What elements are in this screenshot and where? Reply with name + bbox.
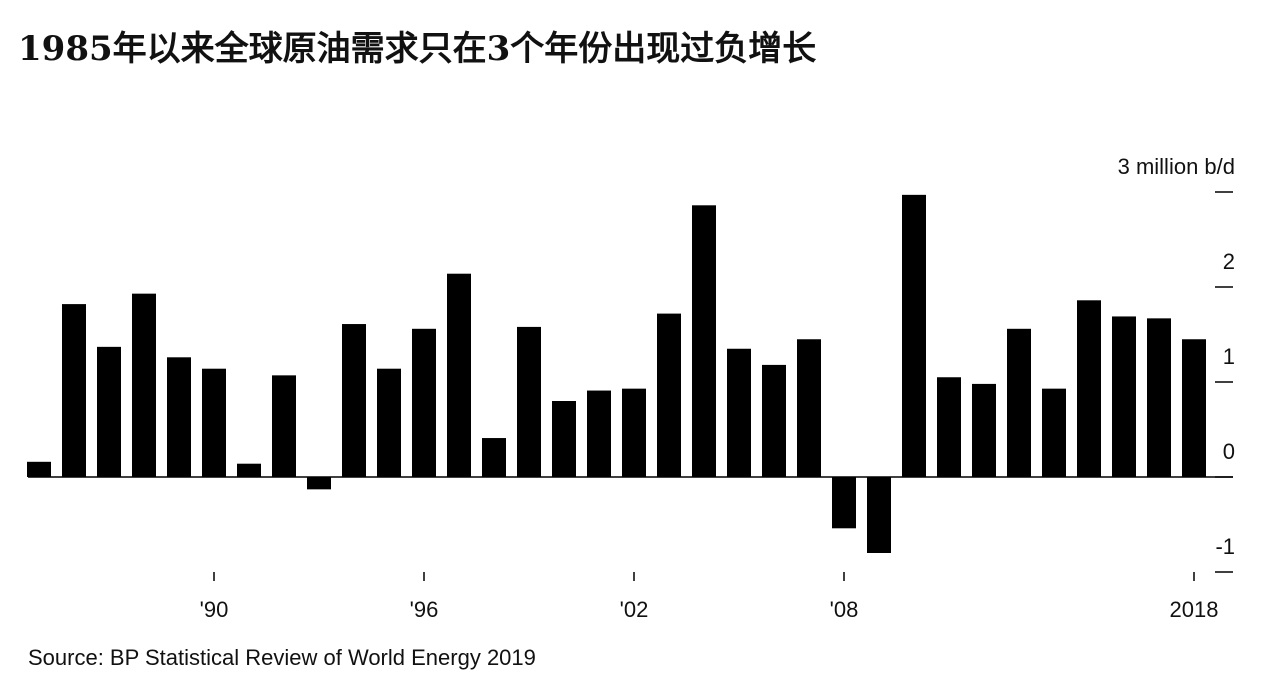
bar bbox=[587, 390, 611, 477]
bar bbox=[972, 383, 996, 477]
bar bbox=[342, 324, 366, 477]
bar bbox=[167, 357, 191, 477]
bar bbox=[447, 273, 471, 477]
bar bbox=[762, 364, 786, 477]
x-tick-label: 2018 bbox=[1170, 597, 1219, 622]
y-tick-label: -1 bbox=[1215, 534, 1235, 559]
bar bbox=[1077, 300, 1101, 477]
bar bbox=[622, 388, 646, 477]
x-tick-label: '90 bbox=[200, 597, 229, 622]
source: Source: BP Statistical Review of World E… bbox=[28, 645, 536, 670]
bar bbox=[27, 461, 51, 477]
bar bbox=[412, 328, 436, 477]
x-tick-label: '96 bbox=[410, 597, 439, 622]
bar bbox=[1112, 316, 1136, 477]
y-tick-label: 1 bbox=[1223, 344, 1235, 369]
bar bbox=[62, 304, 86, 477]
bar bbox=[727, 348, 751, 477]
bar bbox=[1007, 328, 1031, 477]
bar bbox=[377, 368, 401, 477]
bar bbox=[1042, 388, 1066, 477]
y-tick-label: 0 bbox=[1223, 439, 1235, 464]
bar bbox=[132, 293, 156, 477]
bar bbox=[272, 375, 296, 477]
bar bbox=[832, 477, 856, 529]
bar bbox=[237, 463, 261, 477]
y-tick-label: 3 million b/d bbox=[1118, 154, 1235, 179]
bar bbox=[692, 205, 716, 478]
bar bbox=[552, 401, 576, 477]
bar bbox=[797, 339, 821, 477]
bar bbox=[517, 326, 541, 477]
bar bbox=[867, 477, 891, 553]
bar bbox=[482, 438, 506, 477]
bar bbox=[902, 194, 926, 477]
bar bbox=[1182, 339, 1206, 477]
bar bbox=[97, 346, 121, 477]
bar bbox=[202, 368, 226, 477]
bar bbox=[307, 477, 331, 490]
x-tick-label: '02 bbox=[620, 597, 649, 622]
bar bbox=[937, 377, 961, 477]
chart-title: 1985年以来全球原油需求只在3个年份出现过负增长 bbox=[18, 29, 816, 69]
y-tick-label: 2 bbox=[1223, 249, 1235, 274]
bar bbox=[657, 313, 681, 477]
bar bbox=[1147, 318, 1171, 477]
x-tick-label: '08 bbox=[830, 597, 859, 622]
